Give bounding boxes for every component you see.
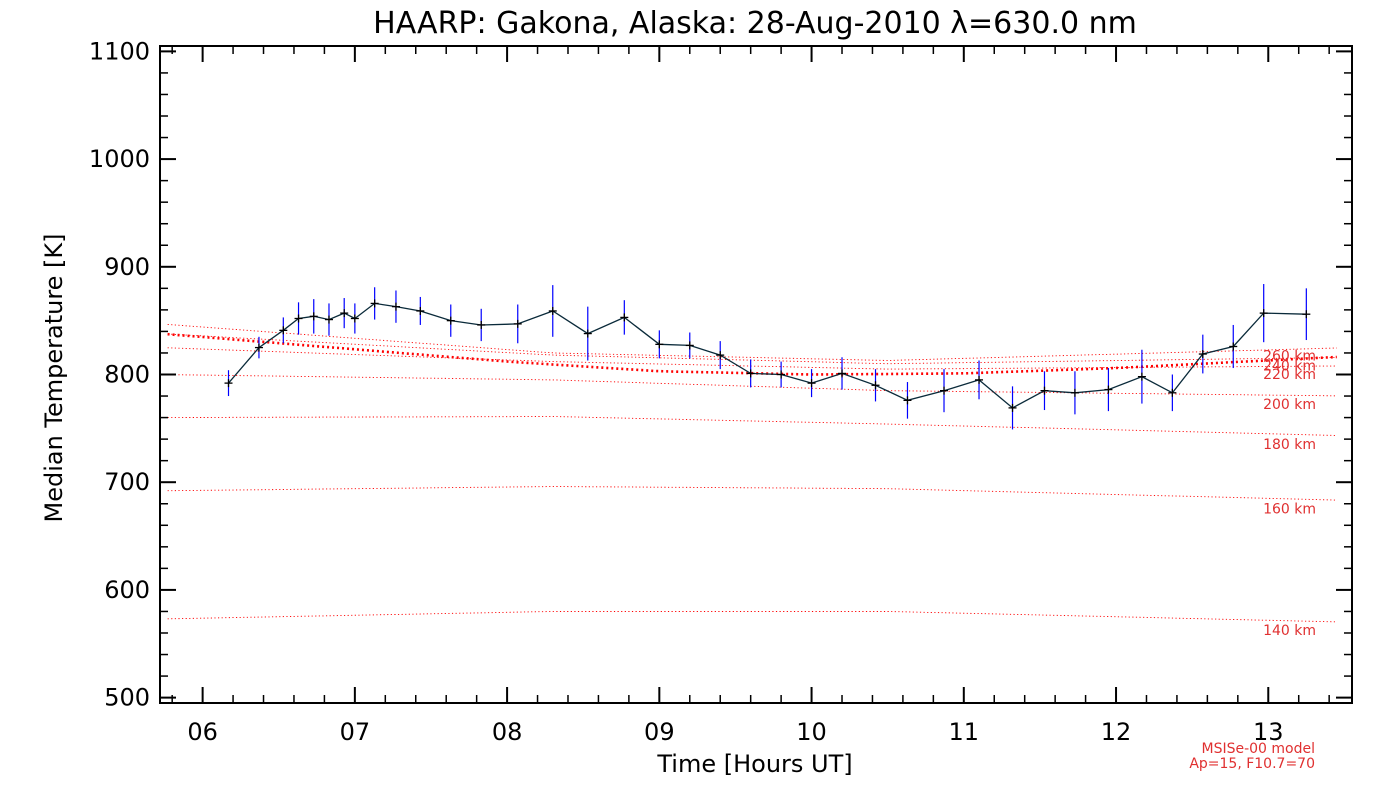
- data-point: [1137, 372, 1146, 381]
- altitude-label: 160 km: [1263, 502, 1316, 518]
- model-curve: [167, 486, 1337, 501]
- data-point: [324, 315, 333, 324]
- data-point: [1008, 403, 1017, 412]
- x-tick-label: 12: [1101, 718, 1132, 746]
- data-point: [807, 379, 816, 388]
- x-tick-label: 06: [187, 718, 218, 746]
- axis-tick-labels: 500 600 700 800 900 1000 1100 06 07 08 09 10 11 12 13: [89, 37, 1284, 746]
- data-point: [513, 319, 522, 328]
- altitude-label: 200 km: [1263, 397, 1316, 413]
- model-curve: [167, 374, 1337, 397]
- data-series: [224, 299, 1311, 412]
- data-point: [1070, 388, 1079, 397]
- model-params: Ap=15, F10.7=70: [1189, 756, 1315, 772]
- data-point: [903, 396, 912, 405]
- data-point: [685, 341, 694, 350]
- data-point: [477, 320, 486, 329]
- data-point: [975, 375, 984, 384]
- x-tick-label: 11: [949, 718, 980, 746]
- data-point: [1229, 342, 1238, 351]
- data-point: [350, 314, 359, 323]
- data-point: [279, 326, 288, 335]
- altitude-label: 220 km: [1263, 367, 1316, 383]
- model-curves: [167, 323, 1337, 623]
- data-point: [716, 351, 725, 360]
- data-point: [1198, 350, 1207, 359]
- x-tick-label: 10: [796, 718, 827, 746]
- data-point: [871, 381, 880, 390]
- altitude-label: 240 km: [1263, 358, 1316, 374]
- x-tick-label: 08: [492, 718, 523, 746]
- data-point: [254, 343, 263, 352]
- data-point: [294, 314, 303, 323]
- data-point: [620, 313, 629, 322]
- y-tick-label: 500: [104, 684, 150, 712]
- y-tick-label: 1000: [89, 145, 150, 173]
- y-tick-label: 1100: [89, 37, 150, 65]
- data-point: [224, 379, 233, 388]
- data-point: [309, 312, 318, 321]
- data-point: [777, 370, 786, 379]
- data-point: [446, 316, 455, 325]
- model-note: MSISe-00 model: [1201, 741, 1315, 757]
- altitude-label: 260 km: [1263, 349, 1316, 365]
- data-point: [1259, 309, 1268, 318]
- altitude-label: 180 km: [1263, 437, 1316, 453]
- data-point: [1302, 310, 1311, 319]
- data-point: [746, 369, 755, 378]
- x-tick-label: 07: [340, 718, 371, 746]
- y-tick-label: 600: [104, 576, 150, 604]
- chart-title: HAARP: Gakona, Alaska: 28-Aug-2010 λ=630…: [373, 6, 1137, 41]
- altitude-label: 140 km: [1263, 623, 1316, 639]
- model-bold-curve: [167, 332, 1337, 376]
- y-tick-label: 800: [104, 361, 150, 389]
- plot-frame: [159, 45, 1353, 704]
- model-curve: [167, 323, 1337, 361]
- model-curve: [167, 347, 1337, 370]
- x-tick-label: 13: [1253, 718, 1284, 746]
- data-point: [655, 340, 664, 349]
- data-point: [838, 369, 847, 378]
- data-point: [416, 306, 425, 315]
- y-axis-label: Median Temperature [K]: [40, 233, 68, 522]
- data-point: [370, 299, 379, 308]
- y-tick-label: 900: [104, 253, 150, 281]
- data-point: [1168, 388, 1177, 397]
- model-curve: [167, 416, 1337, 436]
- data-point: [391, 302, 400, 311]
- data-point: [1104, 385, 1113, 394]
- x-axis-label: Time [Hours UT]: [656, 750, 852, 778]
- axis-ticks: [160, 46, 1352, 703]
- model-curve: [167, 333, 1337, 365]
- data-point: [583, 329, 592, 338]
- data-point: [940, 386, 949, 395]
- model-curve: [167, 611, 1337, 623]
- series-line: [228, 302, 1307, 409]
- data-point: [340, 309, 349, 318]
- y-tick-label: 700: [104, 468, 150, 496]
- data-point: [1040, 386, 1049, 395]
- x-tick-label: 09: [644, 718, 675, 746]
- data-point: [548, 306, 557, 315]
